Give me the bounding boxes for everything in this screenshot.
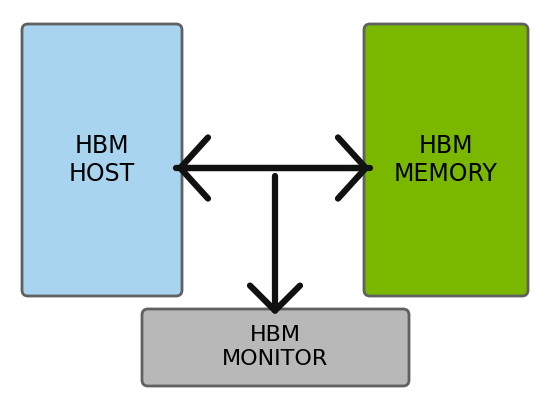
Text: HBM
HOST: HBM HOST <box>69 134 135 186</box>
Text: HBM
MONITOR: HBM MONITOR <box>222 325 328 369</box>
Text: HBM
MEMORY: HBM MEMORY <box>394 134 498 186</box>
FancyBboxPatch shape <box>22 24 182 296</box>
FancyBboxPatch shape <box>142 309 409 386</box>
FancyBboxPatch shape <box>364 24 528 296</box>
